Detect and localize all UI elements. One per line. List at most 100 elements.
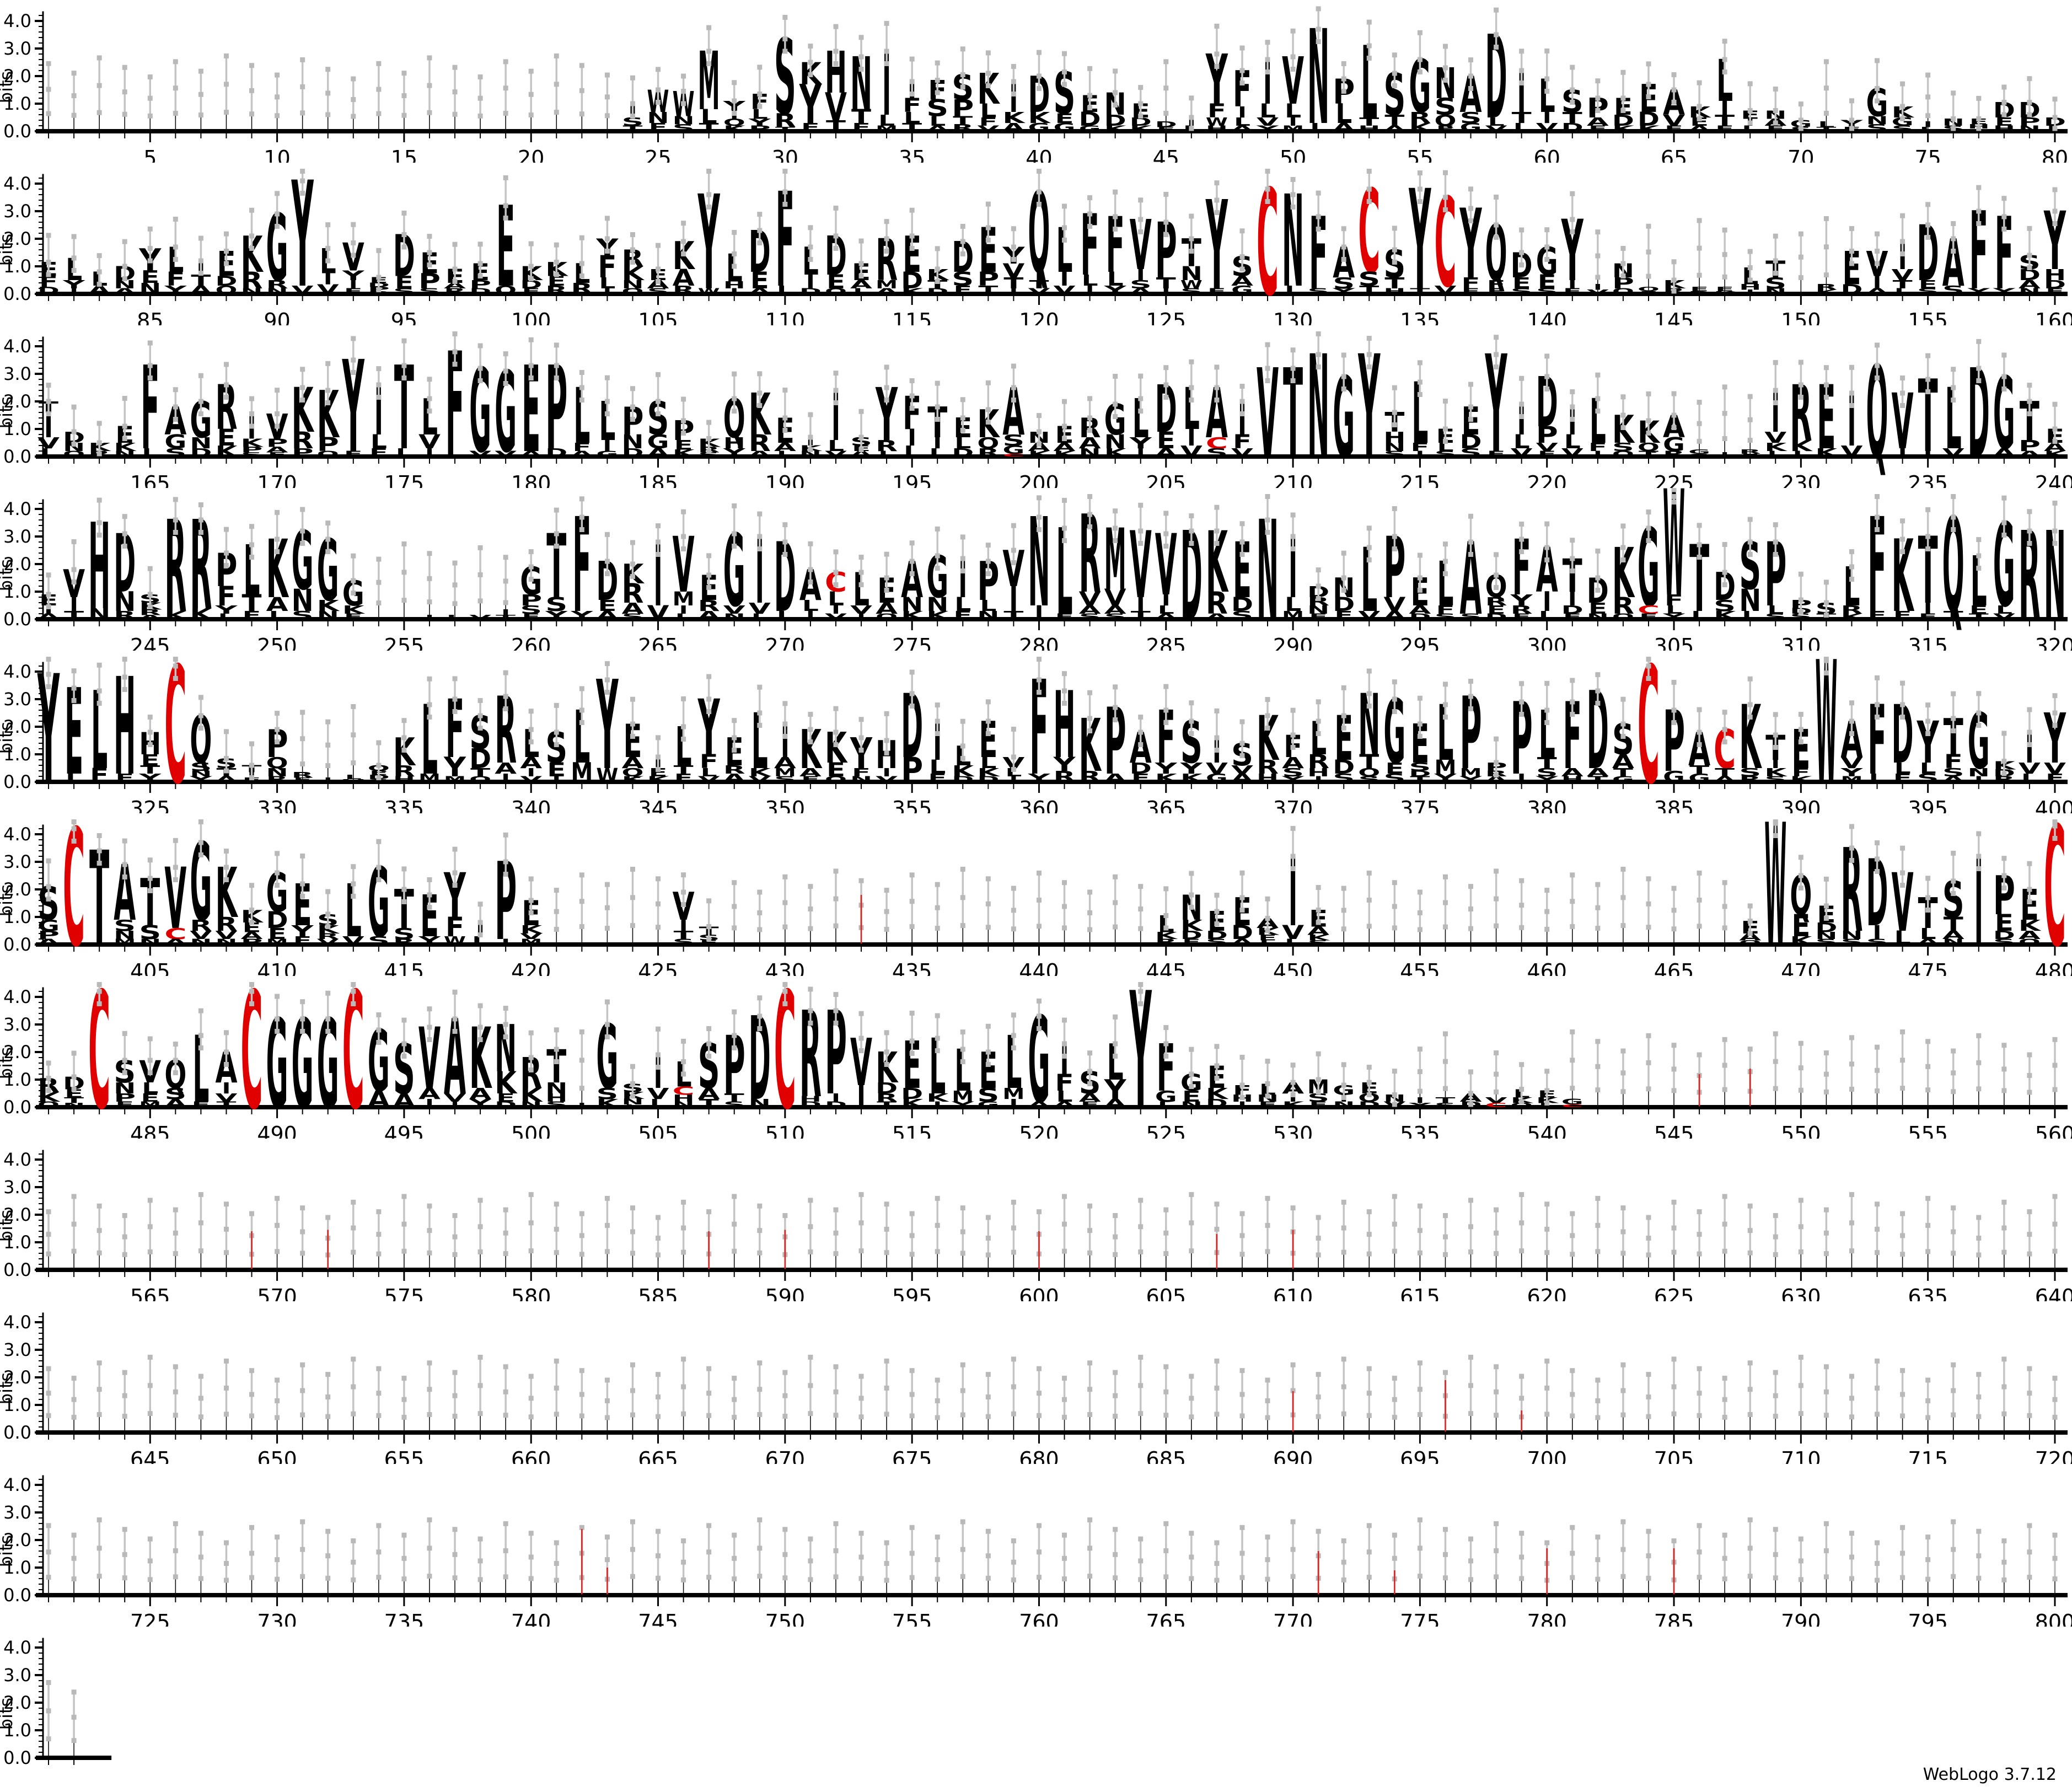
error-bar <box>275 851 280 888</box>
logo-letter: S <box>1383 771 1405 785</box>
logo-letter: S <box>596 1085 618 1103</box>
y-axis-label: bits <box>0 1535 17 1567</box>
error-bar <box>46 858 51 902</box>
error-bar <box>554 1358 559 1417</box>
error-bar <box>1163 59 1169 116</box>
logo-letter: E <box>801 775 820 784</box>
error-bar <box>1620 523 1626 562</box>
error-bar <box>1468 57 1474 91</box>
error-bar <box>401 1376 407 1420</box>
logo-letter: D <box>1333 593 1355 615</box>
x-tick-label: 415 <box>384 959 425 976</box>
logo-letter: V <box>825 449 847 458</box>
error-bar <box>223 1030 229 1067</box>
x-tick-label: 495 <box>384 1122 425 1139</box>
logo-letter: A <box>393 1090 415 1112</box>
logo-letter: V <box>647 1085 669 1103</box>
error-bar <box>1163 1207 1169 1257</box>
logo-letter: E <box>1131 771 1150 785</box>
error-bar <box>2052 1532 2058 1582</box>
logo-letter: R <box>1840 603 1862 616</box>
error-bar <box>1494 1364 1499 1418</box>
logo-letter: V <box>1536 121 1558 134</box>
error-bar <box>452 989 458 1034</box>
x-tick-label: 525 <box>1146 1122 1187 1139</box>
logo-letter: F <box>953 609 972 622</box>
logo-letter: V <box>2019 760 2041 777</box>
logo-letter: K <box>673 448 696 459</box>
x-tick-label: 795 <box>1908 1610 1948 1627</box>
x-tick-label: 255 <box>384 634 425 651</box>
logo-letter: T <box>1613 766 1633 779</box>
logo-letter: I <box>1162 287 1171 296</box>
error-bar <box>122 395 127 441</box>
error-bar <box>427 1360 432 1417</box>
logo-letter: A <box>799 766 822 779</box>
error-bar <box>732 880 737 931</box>
x-tick-label: 575 <box>384 1285 425 1301</box>
logo-letter: G <box>1155 1088 1177 1106</box>
logo-letter: S <box>647 287 669 296</box>
x-tick-label: 665 <box>638 1447 678 1464</box>
logo-letter: K <box>1764 441 1787 454</box>
error-bar <box>275 711 280 744</box>
logo-letter: W <box>1206 115 1228 128</box>
y-tick-label: 4.0 <box>3 824 31 845</box>
error-bar <box>757 371 763 408</box>
error-bar <box>300 853 305 899</box>
logo-letter: D <box>825 1100 847 1109</box>
logo-letter: F <box>1893 771 1912 785</box>
logo-letter: Y <box>1840 766 1863 779</box>
error-bar <box>1951 691 1956 733</box>
error-bar <box>1849 824 1854 863</box>
error-bar <box>1976 537 1982 571</box>
y-tick-label: 4.0 <box>3 336 31 357</box>
logo-letter: A <box>926 124 948 133</box>
x-tick-label: 85 <box>137 309 163 325</box>
error-bar <box>960 534 965 573</box>
logo-letter: Q <box>825 287 847 296</box>
error-bar <box>1442 44 1448 83</box>
error-bar <box>223 231 229 266</box>
error-bar <box>1570 538 1575 573</box>
error-bar <box>1417 170 1423 204</box>
logo-letter: T <box>1156 275 1176 292</box>
logo-letter: V <box>1104 584 1126 611</box>
logo-letter: A <box>1993 446 2015 459</box>
x-tick-label: 5 <box>143 146 157 163</box>
error-bar <box>732 1009 737 1050</box>
logo-letter: I <box>1289 115 1297 128</box>
logo-letter: S <box>1460 446 1482 459</box>
logo-letter: D <box>495 1100 517 1109</box>
error-bar <box>96 253 102 287</box>
error-bar <box>985 1215 991 1258</box>
x-tick-label: 170 <box>257 471 297 488</box>
logo-letter: F <box>1436 124 1454 133</box>
logo-letter: N <box>190 937 212 946</box>
logo-letter: R <box>977 446 999 459</box>
error-bar <box>1519 1531 1525 1581</box>
logo-letter: Q <box>1612 612 1634 621</box>
logo-letter: K <box>1790 775 1813 784</box>
logo-letter: Q <box>723 117 745 128</box>
logo-letter: V <box>37 434 60 452</box>
error-bar <box>96 1517 102 1579</box>
error-bar <box>325 719 331 769</box>
error-bar <box>275 994 280 1034</box>
logo-letter: N <box>1815 930 1837 941</box>
logo-letter: Y <box>1332 287 1355 296</box>
logo-letter: E <box>1995 115 2014 128</box>
error-bar <box>909 1211 915 1257</box>
error-bar <box>1722 1194 1727 1254</box>
logo-letter: M <box>418 771 441 785</box>
error-bar <box>858 1531 864 1581</box>
x-tick-label: 435 <box>892 959 932 976</box>
logo-letter: R <box>1054 768 1076 786</box>
logo-letter: C <box>1206 434 1228 452</box>
logo-letter: R <box>368 291 390 295</box>
error-bar <box>2052 96 2058 131</box>
error-bar <box>782 169 788 207</box>
logo-letter: V <box>469 449 491 458</box>
logo-letter: L <box>954 434 971 452</box>
error-bar <box>579 686 584 725</box>
